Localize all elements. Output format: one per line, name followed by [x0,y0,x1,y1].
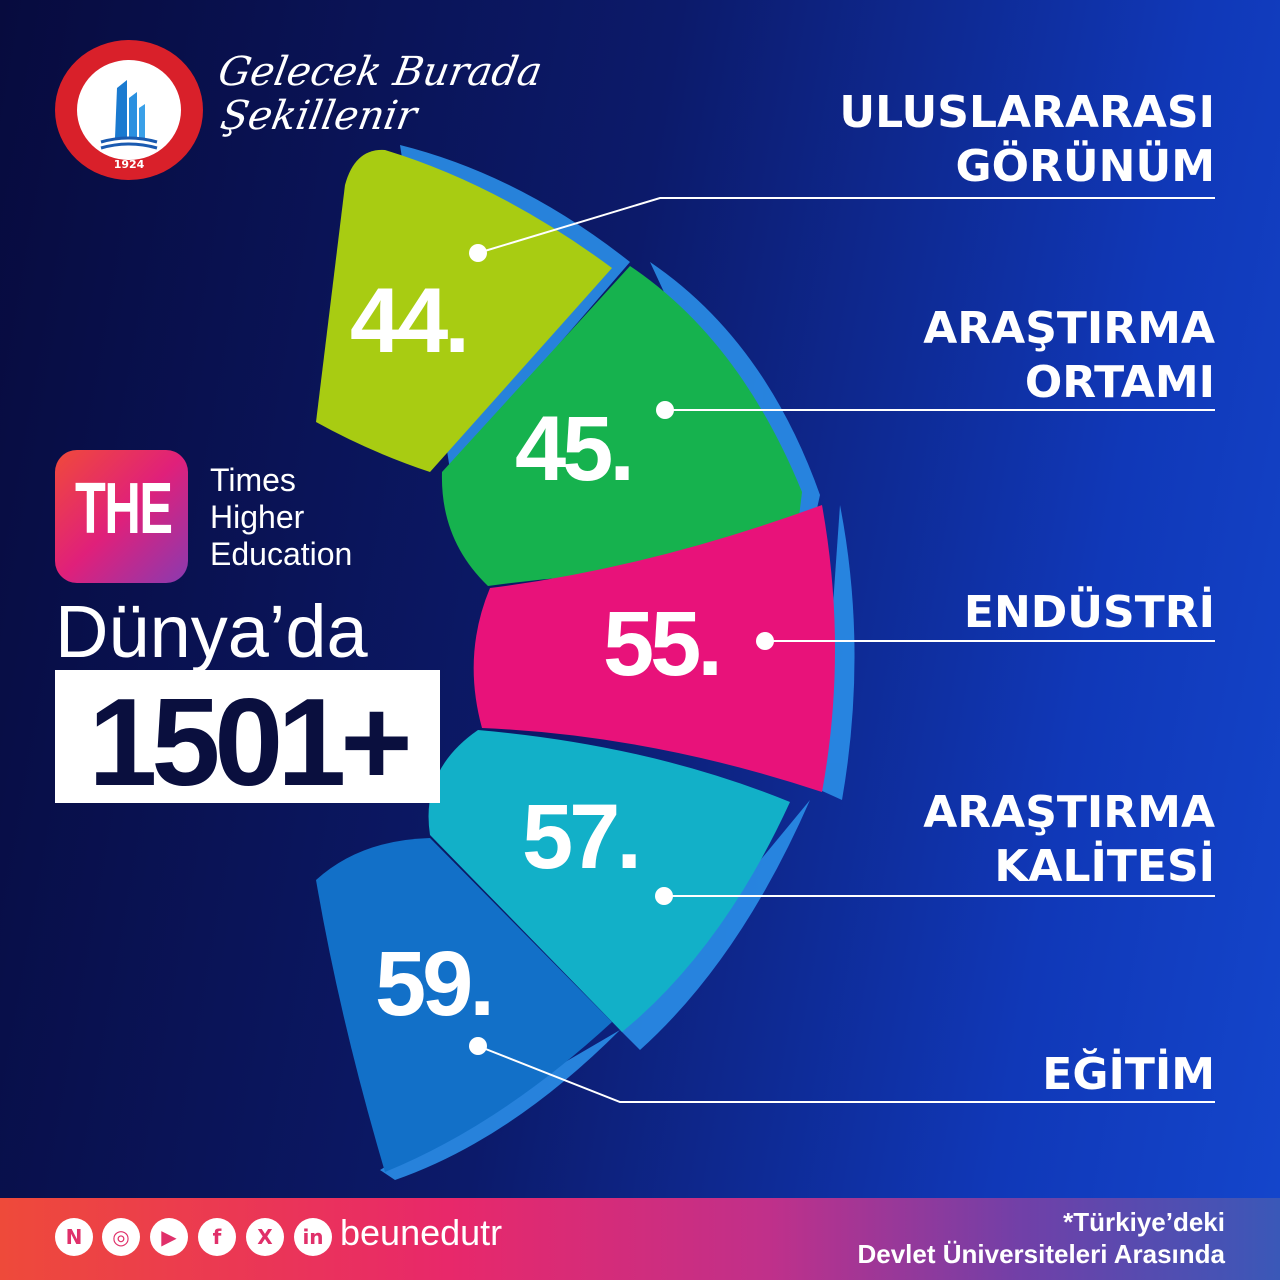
university-seal-logo: 1924 [55,40,203,180]
rank-teaching: 59. [375,933,491,1035]
the-logo: THE [55,450,188,583]
the-logo-text: THE [74,469,173,549]
overall-rank-box: 1501+ [55,670,440,812]
leader-lines [477,197,1215,1103]
linkedin-icon[interactable]: in [294,1218,332,1256]
rank-industry: 55. [603,593,719,695]
seal-center [77,60,181,160]
footer: N ◎ ▶ f X in beunedutr *Türkiye’deki Devl… [0,1198,1280,1280]
label-teaching: EĞİTİM [1042,1049,1215,1100]
rank-research-environment: 45. [515,398,631,500]
social-handle[interactable]: beunedutr [340,1212,503,1253]
the-name: Times Higher Education [210,462,353,572]
label-research-quality: ARAŞTIRMA KALİTESİ [923,787,1215,892]
building-book-icon [100,80,158,150]
footnote: *Türkiye’deki Devlet Üniversiteleri Arası… [857,1207,1225,1269]
facebook-icon[interactable]: f [198,1218,236,1256]
segment-industry [473,505,835,792]
x-icon[interactable]: X [246,1218,284,1256]
overall-rank: 1501+ [88,674,412,812]
seal-year: 1924 [113,158,145,171]
segment-teaching [316,838,612,1172]
rank-research-quality: 57. [522,786,638,888]
segment-international-outlook [316,149,612,472]
segment-research-environment [441,266,802,586]
label-industry: ENDÜSTRİ [963,587,1215,638]
world-heading: Dünya’da [55,590,368,673]
youtube-icon[interactable]: ▶ [150,1218,188,1256]
nsosyal-icon[interactable]: N [55,1218,93,1256]
rank-international-outlook: 44. [350,270,466,372]
leader-dots [469,244,774,1055]
instagram-icon[interactable]: ◎ [102,1218,140,1256]
label-research-environment: ARAŞTIRMA ORTAMI [923,303,1215,408]
label-international-outlook: ULUSLARARASI GÖRÜNÜM [839,87,1215,192]
segment-research-quality [428,730,790,1032]
